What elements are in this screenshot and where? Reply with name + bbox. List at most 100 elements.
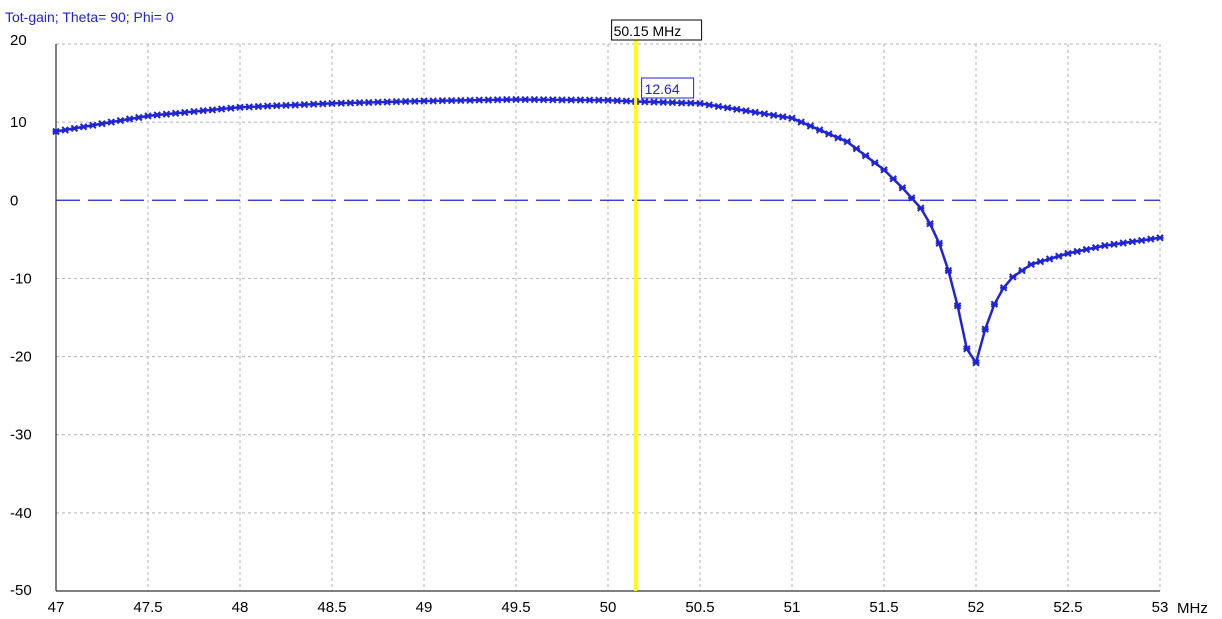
gain-data-point [1128, 237, 1137, 246]
x-tick-label: 47.5 [133, 599, 162, 616]
y-tick-label: -30 [10, 427, 32, 444]
gain-data-point [880, 166, 888, 174]
gain-data-point [1147, 235, 1155, 243]
x-tick-label: 49 [416, 599, 433, 616]
y-tick-label: 20 [10, 32, 27, 49]
x-tick-label: 50.5 [685, 599, 714, 616]
gain-data-point [282, 101, 290, 110]
gain-data-point [861, 151, 870, 160]
y-tick-label: -50 [10, 582, 32, 599]
gain-data-point [190, 107, 198, 116]
gain-data-point [355, 98, 364, 107]
gain-data-point [1082, 245, 1091, 254]
gain-data-point [650, 98, 658, 106]
labels: Tot-gain; Theta= 90; Phi= 0 MHz [5, 9, 1208, 617]
gain-data-point [365, 98, 373, 107]
x-axis-unit-label: MHz [1177, 600, 1208, 617]
gain-data-point [208, 106, 217, 114]
gain-data-point [1036, 257, 1045, 266]
gain-data-point [181, 108, 189, 117]
gain-data-point [457, 96, 465, 105]
gain-data-point [337, 99, 345, 107]
gain-data-point [999, 284, 1008, 292]
y-tick-label: 0 [10, 192, 18, 209]
gain-data-point [162, 110, 171, 118]
gain-data-point [815, 126, 824, 134]
gain-data-point [953, 302, 962, 310]
gain-data-point [981, 325, 989, 333]
gain-data-point [383, 98, 391, 106]
gain-data-point [512, 95, 520, 104]
gain-data-point [779, 113, 787, 121]
gain-data-point [668, 98, 677, 107]
gain-data-point [714, 102, 723, 111]
gain-data-point [493, 96, 502, 104]
x-tick-label: 50 [600, 599, 617, 616]
gain-data-point [328, 99, 336, 108]
gain-data-point [263, 102, 272, 110]
gain-data-point [549, 96, 557, 104]
gain-data-point [825, 130, 833, 138]
gain-data-point [944, 266, 953, 275]
gain-data-point [319, 100, 327, 108]
gain-data-point [530, 95, 539, 104]
gain-data-point [438, 96, 447, 105]
gain-data-point [806, 122, 815, 130]
gain-data-point [963, 345, 971, 353]
gain-data-point [567, 96, 575, 104]
gain-data-point [309, 100, 318, 108]
gain-data-point [641, 98, 649, 106]
gain-data-point [254, 102, 263, 111]
gain-data-point [677, 99, 686, 107]
gain-data-point [236, 103, 244, 112]
gain-data-point [273, 101, 281, 110]
gain-data-point [843, 137, 851, 146]
cursor-value-label: 12.64 [645, 81, 680, 97]
gain-data-point [79, 123, 88, 131]
gain-data-point [199, 106, 207, 115]
gain-data-point [907, 194, 916, 202]
x-tick-label: 49.5 [501, 599, 530, 616]
gain-data-point [558, 96, 566, 104]
gain-data-point [852, 144, 861, 153]
cursor-value-box [641, 77, 695, 99]
gain-data-point [797, 118, 805, 126]
gain-data-point [585, 96, 594, 104]
gain-data-point [521, 95, 529, 104]
x-tick-label: 51 [784, 599, 801, 616]
gain-data-point [898, 184, 907, 192]
cursor-layer[interactable]: 50.15 MHz 12.64 [611, 19, 703, 591]
gain-data-point [245, 103, 253, 111]
gain-data-point [1027, 260, 1035, 269]
gain-data-point [429, 97, 437, 105]
gain-data-point [1018, 266, 1026, 275]
gain-data-point [153, 111, 161, 119]
x-tick-label: 48.5 [317, 599, 346, 616]
gain-data-point [935, 239, 943, 248]
gain-data-point [1110, 240, 1118, 249]
gain-data-point [1073, 247, 1081, 256]
x-tick-label: 51.5 [869, 599, 898, 616]
x-tick-label: 52 [968, 599, 985, 616]
gain-data-point [125, 115, 134, 123]
x-tick-label: 52.5 [1053, 599, 1082, 616]
gain-data-point [1045, 255, 1054, 263]
gain-data-point [926, 219, 934, 228]
y-tick-label: -40 [10, 505, 32, 522]
gain-data-point [61, 126, 69, 134]
gain-data-point [733, 105, 741, 114]
gain-data-point [687, 99, 695, 107]
x-tick-label: 53 [1152, 599, 1169, 616]
gain-data-point [447, 96, 456, 105]
gain-data-point [503, 95, 511, 104]
gain-data-point [613, 96, 621, 105]
gain-data-point [374, 98, 382, 106]
cursor-frequency-label: 50.15 MHz [614, 23, 682, 39]
gain-data-point [217, 105, 226, 113]
gain-data-point [760, 110, 769, 118]
gain-data-point [723, 104, 732, 112]
gain-data-point [420, 97, 428, 105]
gain-data-point [1055, 252, 1063, 260]
gain-data-point [1091, 243, 1100, 252]
gain-data-point [484, 96, 493, 104]
